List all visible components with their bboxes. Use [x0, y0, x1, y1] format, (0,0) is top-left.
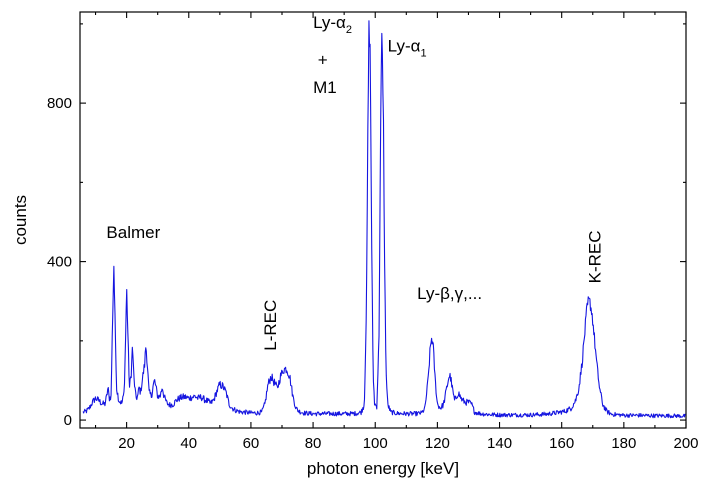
x-tick-label: 120: [425, 435, 450, 452]
x-tick-label: 180: [611, 435, 636, 452]
annotation-0: Balmer: [106, 223, 160, 242]
annotation-2: Ly-α2: [313, 13, 352, 36]
x-tick-label: 100: [363, 435, 388, 452]
axis-ticks: [80, 12, 687, 428]
x-tick-label: 40: [180, 435, 197, 452]
annotation-base-text: Ly-α: [313, 13, 346, 32]
y-tick-label: 0: [64, 412, 72, 429]
annotation-subscript: 2: [346, 24, 352, 36]
y-axis-title: counts: [11, 195, 30, 245]
x-tick-label: 140: [487, 435, 512, 452]
x-tick-label: 160: [549, 435, 574, 452]
annotation-subscript: 1: [420, 48, 426, 60]
annotation-base-text: Ly-α: [388, 37, 421, 56]
x-tick-label: 200: [673, 435, 698, 452]
annotation-3: +: [318, 50, 328, 69]
annotation-1: L-REC: [261, 300, 280, 351]
x-tick-label: 80: [305, 435, 322, 452]
annotation-5: Ly-α1: [388, 37, 427, 60]
x-tick-label: 60: [243, 435, 260, 452]
y-tick-label: 400: [47, 254, 72, 271]
x-tick-label: 20: [118, 435, 135, 452]
annotation-6: Ly-β,γ,...: [417, 284, 482, 303]
x-axis-title: photon energy [keV]: [307, 459, 459, 478]
spectrum-line: [82, 20, 686, 419]
annotation-7: K-REC: [586, 230, 605, 283]
series-layer: [82, 20, 686, 419]
plot-frame: [79, 11, 687, 429]
y-tick-label: 800: [47, 95, 72, 112]
annotation-4: M1: [313, 78, 337, 97]
axis-tick-labels: 20 40 60 80 100 120 140 160 180 200 0 400 800: [47, 95, 699, 452]
plot-border: [79, 11, 687, 429]
